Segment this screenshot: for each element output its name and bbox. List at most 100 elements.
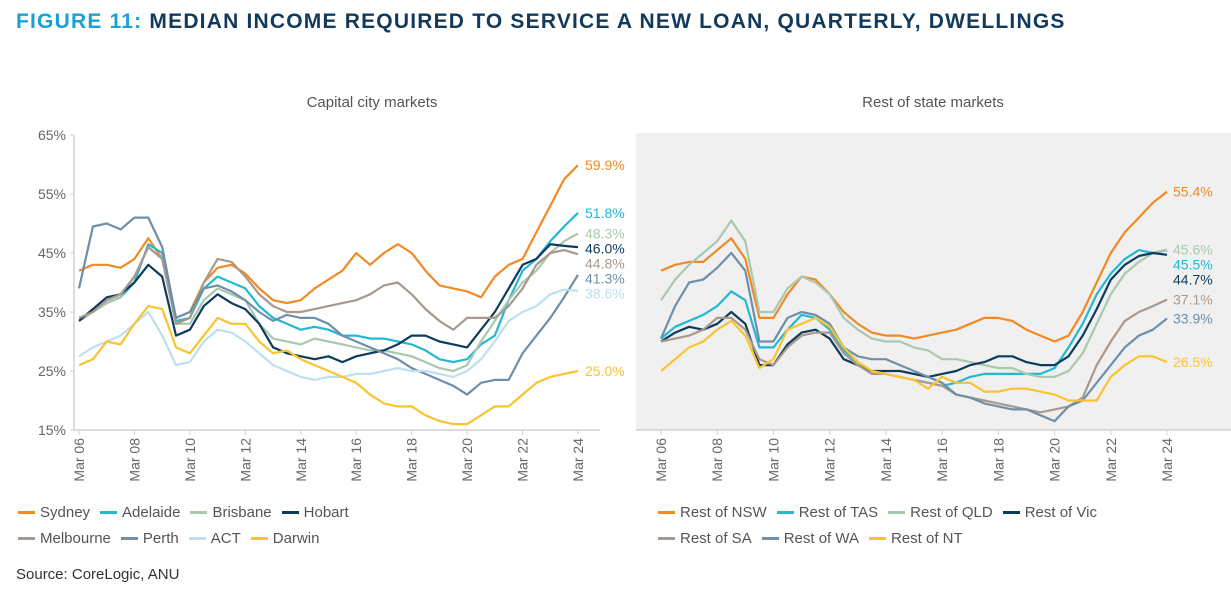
source-note: Source: CoreLogic, ANU bbox=[16, 566, 180, 583]
series-line-rest-of-nt bbox=[660, 316, 1168, 402]
legend-item: Rest of NSW bbox=[658, 504, 767, 521]
legend-label: Rest of NT bbox=[891, 529, 963, 547]
end-label: 48.3% bbox=[585, 226, 625, 242]
legend-item: Rest of QLD bbox=[888, 504, 993, 521]
y-tick-label: 65% bbox=[38, 127, 66, 143]
series-line-rest-of-vic bbox=[660, 251, 1168, 378]
end-label: 41.3% bbox=[585, 271, 625, 287]
legend-row: Sydney Adelaide Brisbane Hobart bbox=[18, 499, 359, 525]
legend-swatch bbox=[761, 536, 779, 540]
legend-label: Rest of TAS bbox=[798, 503, 879, 521]
legend-item: Melbourne bbox=[18, 530, 111, 547]
legend-label: Rest of QLD bbox=[910, 503, 993, 521]
legend-label: Melbourne bbox=[40, 529, 111, 547]
legend-swatch bbox=[18, 536, 35, 540]
legend-label: Rest of SA bbox=[680, 529, 752, 547]
end-label: 37.1% bbox=[1173, 292, 1213, 308]
series-line-perth bbox=[77, 216, 579, 396]
x-tick-label: Mar 10 bbox=[765, 438, 781, 482]
legend-item: Brisbane bbox=[190, 503, 272, 521]
plot-background bbox=[636, 133, 1231, 430]
x-tick-label: Mar 18 bbox=[990, 438, 1006, 482]
end-label: 25.0% bbox=[585, 363, 625, 379]
legend-swatch bbox=[1002, 510, 1020, 514]
y-tick-label: 15% bbox=[38, 422, 66, 438]
legend-label: Rest of Vic bbox=[1024, 503, 1097, 521]
legend-swatch bbox=[120, 536, 138, 540]
x-tick-label: Mar 24 bbox=[570, 438, 586, 482]
series-line-adelaide bbox=[78, 212, 579, 364]
legend-item: Rest of NT bbox=[869, 530, 963, 547]
y-tick-label: 55% bbox=[38, 186, 66, 202]
end-label: 46.0% bbox=[585, 241, 625, 257]
y-tick-label: 25% bbox=[38, 363, 66, 379]
end-label: 26.5% bbox=[1173, 354, 1213, 370]
series-line-hobart bbox=[78, 243, 579, 364]
legend-swatch bbox=[190, 510, 208, 514]
legend-item: Rest of SA bbox=[658, 530, 752, 547]
x-tick-label: Mar 12 bbox=[237, 438, 253, 482]
legend-item: Perth bbox=[120, 529, 179, 547]
x-tick-label: Mar 08 bbox=[709, 438, 725, 482]
legend-label: Rest of NSW bbox=[680, 503, 767, 521]
legend-row: Rest of NSW Rest of TAS Rest of QLD Rest of… bbox=[658, 499, 1107, 525]
x-tick-label: Mar 06 bbox=[71, 438, 87, 482]
x-tick-label: Mar 20 bbox=[1047, 438, 1063, 482]
x-tick-label: Mar 22 bbox=[515, 438, 531, 482]
series-line-rest-of-nsw bbox=[660, 190, 1168, 343]
end-label: 45.5% bbox=[1173, 256, 1213, 272]
x-tick-label: Mar 16 bbox=[934, 438, 950, 482]
x-tick-label: Mar 08 bbox=[126, 438, 142, 482]
legend-swatch bbox=[18, 510, 35, 514]
end-label: 44.8% bbox=[585, 256, 625, 272]
legend-item: Rest of TAS bbox=[776, 503, 879, 521]
x-tick-label: Mar 14 bbox=[293, 438, 309, 482]
x-tick-label: Mar 12 bbox=[822, 438, 838, 482]
legend-item: Sydney bbox=[18, 504, 90, 521]
chart-title: Capital city markets bbox=[307, 94, 438, 111]
x-tick-label: Mar 22 bbox=[1103, 438, 1119, 482]
series-line-brisbane bbox=[78, 232, 579, 373]
legend-swatch bbox=[281, 510, 299, 514]
end-label: 59.9% bbox=[585, 157, 625, 173]
end-label: 51.8% bbox=[585, 205, 625, 221]
legend-row: Melbourne Perth ACT Darwin bbox=[18, 525, 359, 551]
legend-row: Rest of SA Rest of WA Rest of NT bbox=[658, 525, 1107, 551]
figure-number: FIGURE 11: bbox=[16, 10, 143, 33]
legend-capital-cities: Sydney Adelaide Brisbane Hobart Melbourne Per… bbox=[18, 499, 359, 551]
end-label: 33.9% bbox=[1173, 310, 1213, 326]
legend-swatch bbox=[658, 510, 675, 514]
end-label: 38.6% bbox=[585, 286, 625, 302]
x-tick-label: Mar 10 bbox=[182, 438, 198, 482]
legend-item: Rest of WA bbox=[761, 530, 859, 547]
chart-title: Rest of state markets bbox=[862, 94, 1004, 111]
series-line-darwin bbox=[78, 305, 579, 426]
legend-item: ACT bbox=[188, 530, 241, 547]
legend-label: Sydney bbox=[40, 503, 91, 521]
legend-label: Brisbane bbox=[212, 503, 272, 521]
legend-swatch bbox=[888, 510, 906, 514]
x-tick-label: Mar 24 bbox=[1159, 438, 1175, 482]
legend-label: Hobart bbox=[303, 503, 349, 521]
legend-swatch bbox=[776, 510, 794, 514]
legend-swatch bbox=[869, 536, 886, 540]
x-tick-label: Mar 18 bbox=[404, 438, 420, 482]
legend-swatch bbox=[100, 510, 118, 514]
series-line-melbourne bbox=[78, 246, 579, 331]
x-tick-label: Mar 06 bbox=[653, 438, 669, 482]
legend-label: Adelaide bbox=[122, 503, 181, 521]
legend-item: Darwin bbox=[250, 529, 320, 547]
y-tick-label: 45% bbox=[38, 245, 66, 261]
legend-rest-of-state: Rest of NSW Rest of TAS Rest of QLD Rest of… bbox=[658, 499, 1107, 551]
legend-label: Perth bbox=[142, 529, 179, 547]
end-label: 44.7% bbox=[1173, 271, 1213, 287]
x-tick-label: Mar 20 bbox=[459, 438, 475, 482]
figure-title: FIGURE 11: MEDIAN INCOME REQUIRED TO SER… bbox=[16, 10, 1066, 34]
legend-label: Darwin bbox=[272, 529, 320, 547]
series-line-rest-of-qld bbox=[660, 219, 1168, 378]
legend-item: Rest of Vic bbox=[1002, 503, 1097, 521]
end-label: 55.4% bbox=[1173, 184, 1213, 200]
x-tick-label: Mar 16 bbox=[348, 438, 364, 482]
x-tick-label: Mar 14 bbox=[878, 438, 894, 482]
